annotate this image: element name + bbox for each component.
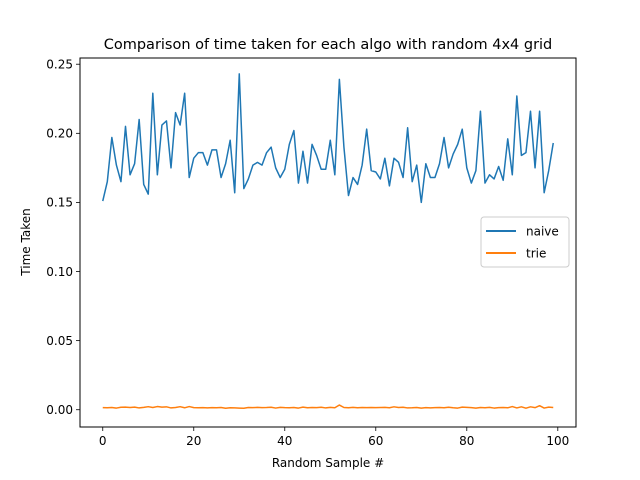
y-tick-label: 0.20	[46, 127, 73, 141]
x-tick-label: 0	[99, 434, 107, 448]
y-axis-ticks: 0.00 0.05 0.10 0.15 0.20 0.25	[46, 58, 80, 417]
plot-lines	[102, 73, 554, 409]
x-tick-label: 100	[546, 434, 569, 448]
y-tick-label: 0.10	[46, 265, 73, 279]
y-tick-label: 0.05	[46, 334, 73, 348]
legend: naive trie	[480, 216, 570, 268]
series-line-trie	[102, 404, 554, 409]
x-tick-label: 80	[459, 434, 474, 448]
series-line-naive	[102, 73, 554, 204]
y-tick-label: 0.15	[46, 196, 73, 210]
y-tick-label: 0.25	[46, 58, 73, 72]
chart-title: Comparison of time taken for each algo w…	[104, 37, 553, 53]
y-axis-label: Time Taken	[19, 208, 33, 276]
axes-frame	[79, 57, 577, 428]
legend-label-naive: naive	[526, 225, 559, 239]
legend-label-trie: trie	[526, 247, 546, 261]
x-tick-label: 60	[368, 434, 383, 448]
y-tick-label: 0.00	[46, 403, 73, 417]
x-axis-label: Random Sample #	[272, 456, 384, 470]
x-tick-label: 20	[186, 434, 201, 448]
x-tick-label: 40	[277, 434, 292, 448]
x-axis-ticks: 0 20 40 60 80 100	[99, 427, 569, 448]
legend-box	[480, 216, 570, 268]
